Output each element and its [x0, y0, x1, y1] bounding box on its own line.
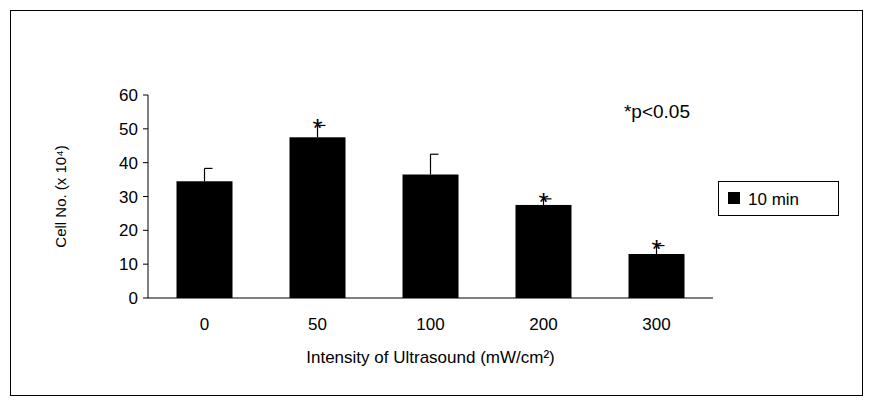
error-cap	[205, 168, 213, 169]
x-tick-label: 0	[200, 315, 209, 334]
bar	[177, 181, 233, 298]
error-cap	[431, 154, 439, 155]
legend-box	[719, 182, 839, 216]
bar	[403, 175, 459, 298]
y-tick-label: 0	[129, 289, 138, 308]
plot-marks	[177, 125, 685, 298]
error-bar	[431, 154, 439, 174]
y-tick-label: 30	[119, 188, 138, 207]
legend-swatch	[728, 192, 740, 204]
y-axis-label: Cell No. (x 10⁴)	[52, 145, 69, 247]
y-tick	[143, 264, 148, 265]
chart: 0 10 20 30 40 50 60 * * * 0 50 100 200 300 Intensity of…	[0, 0, 873, 406]
x-tick-label: 100	[416, 315, 444, 334]
x-tick-label: 200	[529, 315, 557, 334]
error-stem	[204, 168, 205, 181]
x-tick-label: 50	[308, 315, 327, 334]
y-axis	[148, 95, 149, 298]
y-tick	[143, 128, 148, 129]
y-tick-label: 40	[119, 154, 138, 173]
bar	[516, 205, 572, 298]
y-tick	[143, 95, 148, 96]
y-tick-label: 60	[119, 86, 138, 105]
outer-frame	[11, 11, 863, 396]
significance-marker: *	[538, 187, 548, 217]
bar	[290, 137, 346, 298]
legend: 10 min	[719, 182, 839, 216]
significance-marker: *	[312, 113, 322, 143]
significance-marker: *	[651, 234, 661, 264]
annotation: *p<0.05	[624, 101, 690, 122]
y-tick	[143, 298, 148, 299]
x-tick-label: 300	[642, 315, 670, 334]
y-tick	[143, 230, 148, 231]
legend-label: 10 min	[748, 190, 799, 209]
error-bar	[205, 168, 213, 181]
error-stem	[430, 154, 431, 174]
y-tick-label: 50	[119, 120, 138, 139]
y-tick	[143, 196, 148, 197]
y-tick	[143, 162, 148, 163]
x-axis-label: Intensity of Ultrasound (mW/cm²)	[306, 348, 554, 367]
x-axis	[148, 298, 713, 299]
y-tick-label: 10	[119, 255, 138, 274]
y-tick-label: 20	[119, 221, 138, 240]
